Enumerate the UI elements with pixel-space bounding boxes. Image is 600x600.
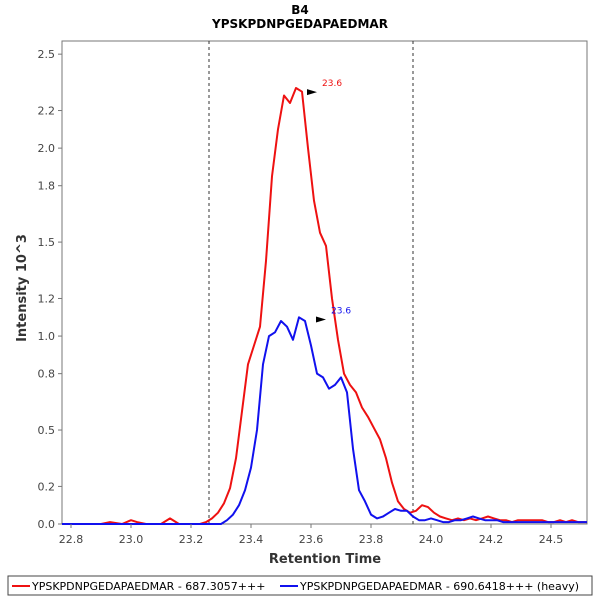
x-axis-label: Retention Time [269, 552, 381, 567]
y-tick-label: 2.2 [38, 105, 56, 118]
y-tick-label: 2.0 [38, 142, 56, 155]
y-tick-label: 1.0 [38, 330, 56, 343]
peak-annotations: 23.6 23.6 [307, 79, 351, 323]
chart-title: B4 [291, 3, 309, 17]
y-axis: 0.0 0.2 0.5 0.8 1.0 1.2 1.5 1.8 2.0 2.2 2.5 [38, 48, 62, 531]
x-axis: 22.8 23.0 23.2 23.4 23.6 23.8 24.0 24.2 24.5 [59, 524, 564, 546]
y-tick-label: 0.8 [38, 368, 56, 381]
peak-label-0: 23.6 [322, 79, 342, 89]
legend-label-light: YPSKPDNPGEDAPAEDMAR - 687.3057+++ [31, 580, 265, 593]
y-tick-label: 1.8 [38, 180, 56, 193]
y-axis-label: Intensity 10^3 [15, 234, 30, 342]
legend-label-heavy: YPSKPDNPGEDAPAEDMAR - 690.6418+++ (heavy… [299, 580, 579, 593]
y-tick-label: 2.5 [38, 48, 56, 61]
y-tick-label: 1.5 [38, 236, 56, 249]
y-tick-label: 0.0 [38, 518, 56, 531]
x-tick-label: 23.4 [239, 533, 264, 546]
peak-arrow-1 [316, 316, 326, 323]
x-tick-label: 23.8 [359, 533, 384, 546]
series-line-1 [62, 316, 587, 525]
x-tick-label: 24.2 [479, 533, 504, 546]
y-tick-label: 0.5 [38, 424, 56, 437]
integration-bounds [208, 41, 414, 524]
x-tick-label: 24.5 [539, 533, 564, 546]
x-tick-label: 23.2 [179, 533, 204, 546]
y-tick-label: 1.2 [38, 292, 56, 305]
x-tick-label: 23.6 [299, 533, 324, 546]
legend-box [7, 575, 593, 596]
legend: YPSKPDNPGEDAPAEDMAR - 687.3057+++ YPSKPD… [7, 575, 593, 596]
plot-area [61, 40, 588, 525]
x-tick-label: 22.8 [59, 533, 84, 546]
chart-subtitle: YPSKPDNPGEDAPAEDMAR [211, 17, 388, 31]
x-tick-label: 24.0 [419, 533, 444, 546]
peak-label-1: 23.6 [331, 307, 351, 317]
peak-arrow-0 [307, 89, 317, 96]
y-tick-label: 0.2 [38, 480, 56, 493]
series-lines [62, 87, 587, 525]
x-tick-label: 23.0 [119, 533, 144, 546]
